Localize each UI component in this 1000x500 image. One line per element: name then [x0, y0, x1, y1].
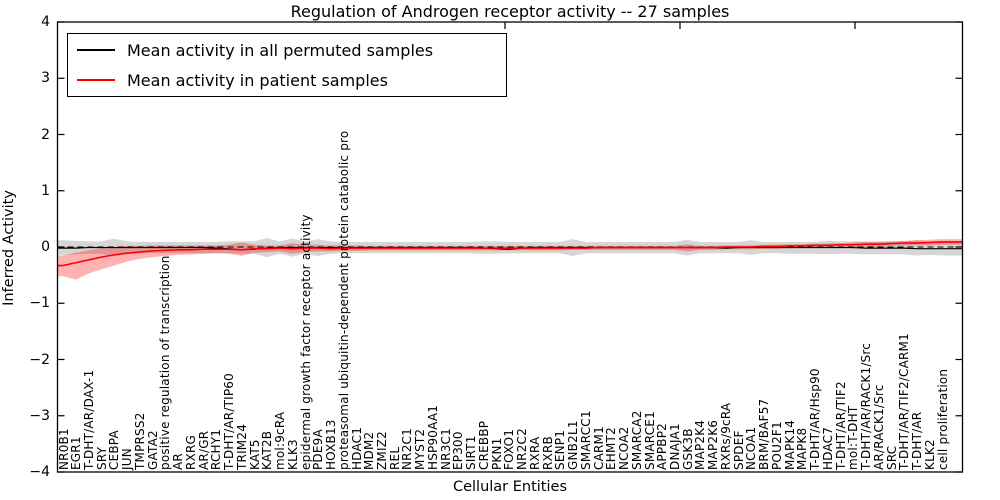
x-tick-label: mol:9cRA	[273, 411, 288, 470]
patient-band	[57, 239, 963, 280]
permuted-line-swatch	[77, 49, 115, 51]
x-tick-label: DNAJA1	[667, 423, 682, 470]
x-tick-label: NR3C1	[438, 428, 453, 470]
x-tick-label: T-DHT/AR/DAX-1	[81, 369, 96, 470]
x-tick-label: MAPK8	[795, 427, 810, 470]
x-tick-label: APPBP2	[655, 423, 670, 470]
x-tick-label: AR/GR	[196, 430, 211, 470]
y-tick-label: 4	[41, 14, 50, 30]
x-tick-label: T-DHT/AR/TIP60	[222, 373, 237, 470]
x-tick-label: GNB2L1	[566, 420, 581, 470]
x-tick-label: KAT2B	[260, 430, 275, 470]
x-tick-label: MAP2K4	[693, 419, 708, 470]
x-tick-label: REL	[387, 446, 402, 470]
x-tick-label: NR2C1	[400, 428, 415, 470]
x-tick-label: NR0B1	[56, 428, 71, 470]
x-tick-label: CREBBP	[476, 420, 491, 470]
x-tick-label: mol:T-DHT	[846, 405, 861, 470]
x-tick-label: MAPK14	[782, 419, 797, 470]
y-tick-label: −4	[29, 464, 50, 480]
permuted-mean-line	[57, 246, 963, 251]
x-tick-label: T-DHT/AR/TIF2	[833, 381, 848, 470]
x-tick-label: cell proliferation	[935, 368, 950, 470]
x-tick-label: TRIM24	[234, 423, 249, 470]
x-tick-label: JUN	[120, 448, 135, 470]
x-tick-label: HDAC7	[820, 426, 835, 470]
x-tick-label: T-DHT/AR	[910, 411, 925, 470]
x-tick-label: T-DHT/AR/TIF2/CARM1	[897, 333, 912, 470]
x-tick-label: SIRT1	[464, 435, 479, 470]
y-tick-label: 3	[41, 70, 50, 87]
x-tick-label: RXRG	[183, 435, 198, 470]
x-tick-label: EP300	[451, 431, 466, 470]
x-tick-label: AR/RACK1/Src	[871, 384, 886, 470]
x-tick-label: SMARCE1	[642, 411, 657, 470]
x-tick-label: PKN1	[489, 437, 504, 470]
x-tick-label: NCOA1	[744, 426, 759, 470]
x-tick-label: T-DHT/AR/RACK1/Src	[859, 342, 874, 470]
x-tick-label: HDAC1	[349, 426, 364, 470]
x-tick-label: SRY	[94, 446, 109, 470]
x-tick-label: BRM/BAF57	[757, 398, 772, 470]
legend-item-patient: Mean activity in patient samples	[68, 66, 506, 94]
x-tick-label: SRC	[884, 445, 899, 470]
x-tick-label: CEBPA	[107, 430, 122, 470]
legend-label-permuted: Mean activity in all permuted samples	[127, 40, 434, 60]
legend-item-permuted: Mean activity in all permuted samples	[68, 36, 506, 64]
x-tick-label: FOXO1	[502, 428, 517, 470]
x-tick-label: NCOA2	[617, 426, 632, 470]
x-tick-label: MDM2	[362, 431, 377, 470]
y-tick-label: −1	[29, 295, 50, 312]
x-tick-label: KLK2	[922, 439, 937, 470]
x-tick-label: HOXB13	[324, 419, 339, 470]
x-tick-label: positive regulation of transcription	[158, 255, 173, 470]
x-tick-label: SMARCC1	[578, 410, 593, 470]
legend-label-patient: Mean activity in patient samples	[127, 70, 388, 90]
patient-mean-line	[57, 241, 963, 267]
x-tick-label: PDE9A	[311, 429, 326, 470]
x-tick-label: HSP90AA1	[425, 404, 440, 470]
y-tick-label: −3	[29, 407, 50, 424]
y-tick-label: 2	[41, 126, 50, 143]
x-tick-label: RXRB	[540, 436, 555, 470]
x-tick-label: GSK3B	[680, 428, 695, 470]
x-tick-label: RXRA	[527, 436, 542, 470]
x-tick-label: T-DHT/AR/Hsp90	[808, 368, 823, 470]
x-tick-label: CARM1	[591, 426, 606, 470]
x-tick-label: MAP2K6	[706, 419, 721, 470]
legend: Mean activity in all permuted samples Me…	[67, 33, 507, 97]
x-tick-label: proteasomal ubiquitin-dependent protein …	[336, 130, 351, 470]
x-tick-label: RCHY1	[209, 428, 224, 470]
x-tick-label: TMPRSS2	[132, 412, 147, 470]
x-tick-label: KLK3	[285, 439, 300, 470]
x-tick-label: RXRs/9cRA	[718, 402, 733, 470]
x-tick-label: POU2F1	[769, 421, 784, 470]
x-tick-label: epidermal growth factor receptor activit…	[298, 214, 313, 470]
x-tick-label: AR	[171, 453, 186, 470]
x-tick-label: GATA2	[145, 430, 160, 470]
x-tick-label: SMARCA2	[629, 410, 644, 470]
patient-line-swatch	[77, 79, 115, 81]
x-tick-label: SENP1	[553, 429, 568, 470]
y-tick-label: 0	[41, 239, 50, 255]
x-tick-label: KAT5	[247, 439, 262, 470]
x-tick-label: MYST2	[413, 428, 428, 470]
y-axis-label: Inferred Activity	[1, 190, 17, 306]
chart-title: Regulation of Androgen receptor activity…	[290, 2, 730, 21]
x-tick-label: EGR1	[69, 436, 84, 470]
x-tick-label: SPDEF	[731, 430, 746, 470]
y-tick-label: −2	[29, 351, 50, 368]
x-axis-label: Cellular Entities	[452, 479, 568, 495]
x-tick-label: NR2C2	[515, 428, 530, 470]
x-tick-label: EHMT2	[604, 427, 619, 470]
y-tick-label: 1	[41, 182, 50, 199]
x-tick-label: ZMIZ2	[374, 431, 389, 470]
